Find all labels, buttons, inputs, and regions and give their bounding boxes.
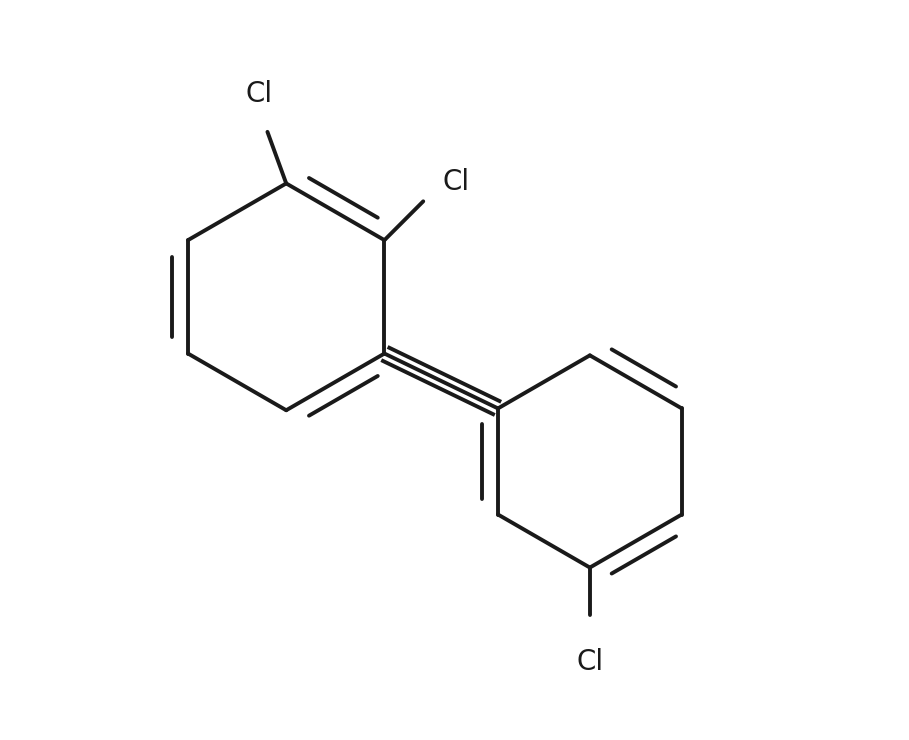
Text: Cl: Cl <box>576 648 604 676</box>
Text: Cl: Cl <box>443 168 470 195</box>
Text: Cl: Cl <box>245 80 273 108</box>
